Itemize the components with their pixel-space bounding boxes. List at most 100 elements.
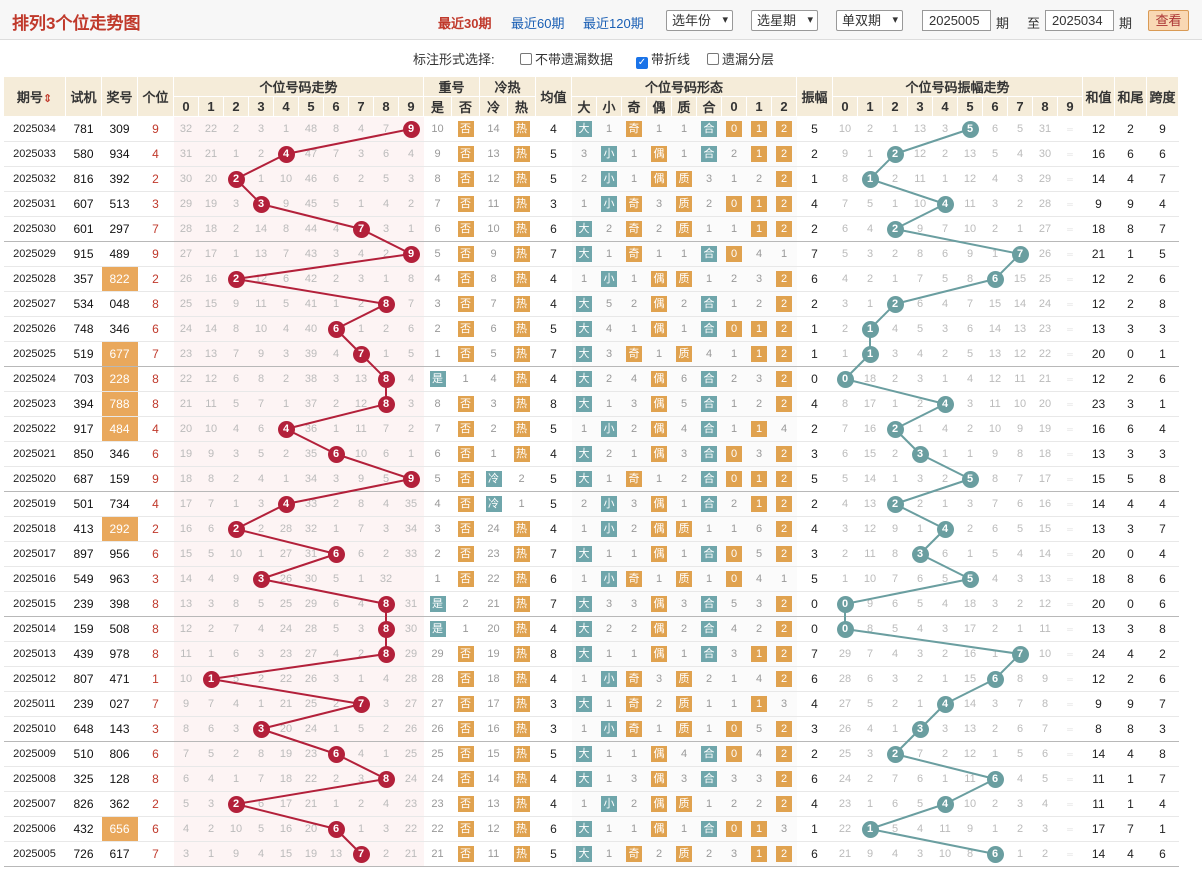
shape-tag: 2 (776, 321, 792, 337)
repeat-yes-tag: 是 (429, 621, 446, 637)
checkbox-icon[interactable] (520, 53, 532, 65)
oddeven-select[interactable]: 单双期 ▾ (836, 10, 903, 31)
repeat-sub-1: 否 (451, 96, 480, 117)
shape-cell: 合 (696, 491, 722, 517)
repeat-no-cell: 否 (451, 691, 480, 717)
span-cell: 1 (1146, 391, 1179, 417)
amp-trend-cell: ═ (1057, 166, 1083, 192)
trend-cell: 25 (398, 741, 424, 767)
cold-cell: 11 (479, 191, 508, 217)
shape-cell: 4 (746, 566, 772, 592)
amp-trend-cell: 18 (1032, 441, 1058, 467)
query-button[interactable]: 查看 (1148, 10, 1189, 31)
trial-cell: 159 (65, 616, 102, 642)
prize-cell: 128 (101, 766, 138, 792)
shape-cell: 1 (721, 691, 747, 717)
amp-digit-9: 9 (1057, 96, 1083, 117)
trend-cell: 12 (348, 391, 374, 417)
shape-tag: 1 (751, 146, 767, 162)
shape-cell: 3 (671, 441, 697, 467)
shape-cell: 1 (671, 316, 697, 342)
repeat-no-tag: 否 (457, 196, 474, 212)
repeat-no-cell: 否 (451, 716, 480, 742)
trend-table: 期号⇕ 试机 奖号 个位 个位号码走势 重号 冷热 均值 个位号码形态 振幅 个… (3, 76, 1179, 867)
to-issue-input[interactable]: 2025034 (1045, 10, 1114, 31)
trend-cell: 3 (373, 691, 399, 717)
col-issue[interactable]: 期号⇕ (3, 76, 66, 117)
amp-trend-cell: 2 (882, 366, 908, 392)
amp-trend-cell: ═ (1057, 366, 1083, 392)
amp-ball: 0 (836, 620, 854, 638)
repeat-no-cell: 否 (451, 416, 480, 442)
year-select[interactable]: 选年份 ▾ (666, 10, 733, 31)
shape-tag: 小 (601, 196, 617, 212)
amp-trend-cell: 1 (907, 416, 933, 442)
col-span: 跨度 (1146, 76, 1179, 117)
issue-cell: 2025012 (3, 666, 66, 692)
amp-ball: 4 (936, 520, 954, 538)
prize-cell: 963 (101, 566, 138, 592)
shape-tag: 奇 (626, 721, 642, 737)
sum-cell: 12 (1082, 116, 1115, 142)
amp-ball: 3 (911, 445, 929, 463)
trend-cell: 1 (273, 391, 299, 417)
pos-cell: 9 (137, 466, 174, 492)
amp-trend-cell: 4 (882, 641, 908, 667)
amp-trend-cell: 5 (832, 241, 858, 267)
shape-tag: 小 (601, 146, 617, 162)
amp-trend-cell: 1 (882, 466, 908, 492)
shape-cell: 1 (596, 816, 622, 842)
amp-trend-cell: 4 (932, 516, 958, 542)
cold-cell: 5 (479, 341, 508, 367)
trend-cell: 4 (248, 841, 274, 867)
amp-trend-cell: 4 (882, 841, 908, 867)
trend-cell: 2 (373, 241, 399, 267)
trend-cell: 10 (223, 816, 249, 842)
cold-tag: 冷 (485, 496, 502, 512)
span-cell: 7 (1146, 691, 1179, 717)
shape-tag: 奇 (626, 246, 642, 262)
amp-trend-cell: 2 (882, 216, 908, 242)
shape-cell: 0 (721, 316, 747, 342)
trend-cell: 30 (173, 166, 199, 192)
shape-cell: 4 (746, 241, 772, 267)
trial-cell: 394 (65, 391, 102, 417)
period-120-link[interactable]: 最近120期 (583, 16, 644, 31)
amp-trend-cell: 28 (1032, 191, 1058, 217)
shape-cell: 2 (771, 741, 797, 767)
hot-tag: 热 (513, 121, 530, 137)
sort-icon[interactable]: ⇕ (42, 93, 53, 105)
shape-cell: 质 (671, 516, 697, 542)
shape-tag: 合 (701, 471, 717, 487)
hot-cell: 1 (507, 491, 536, 517)
trend-cell: 4 (398, 366, 424, 392)
trend-cell: 2 (248, 666, 274, 692)
trend-cell: 4 (223, 416, 249, 442)
trend-cell: 4 (348, 741, 374, 767)
amp-cell: 6 (796, 666, 833, 692)
shape-cell: 0 (721, 716, 747, 742)
from-issue-input[interactable]: 2025005 (922, 10, 991, 31)
shape-tag: 偶 (651, 596, 667, 612)
trend-cell: 6 (173, 766, 199, 792)
weekday-select[interactable]: 选星期 ▾ (751, 10, 818, 31)
shape-cell: 1 (596, 391, 622, 417)
shape-cell: 3 (621, 766, 647, 792)
amp-trend-cell: ═ (1057, 816, 1083, 842)
trend-cell: 6 (323, 316, 349, 342)
option-layer[interactable]: 遗漏分层 (707, 49, 774, 68)
hot-tag: 热 (513, 371, 530, 387)
checkbox-icon[interactable] (707, 53, 719, 65)
shape-cell: 1 (746, 691, 772, 717)
pos-cell: 4 (137, 416, 174, 442)
period-30-link[interactable]: 最近30期 (438, 16, 492, 31)
issue-cell: 2025028 (3, 266, 66, 292)
amp-ball: 2 (886, 220, 904, 238)
shape-cell: 质 (671, 191, 697, 217)
prize-cell: 508 (101, 616, 138, 642)
option-no-omit[interactable]: 不带遗漏数据 (520, 49, 613, 68)
shape-cell: 3 (696, 166, 722, 192)
period-60-link[interactable]: 最近60期 (511, 16, 565, 31)
checkbox-checked-icon[interactable]: ✓ (636, 57, 648, 69)
option-polyline[interactable]: ✓ 带折线 (636, 49, 690, 69)
